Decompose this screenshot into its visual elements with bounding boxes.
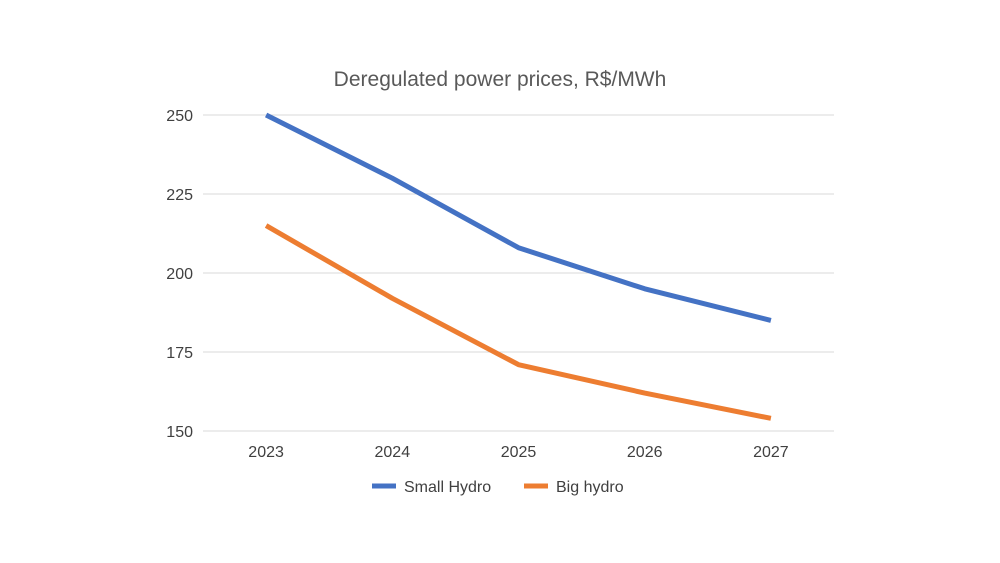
y-tick-label: 150 (166, 424, 193, 441)
x-tick-label: 2025 (501, 444, 537, 461)
gridlines (203, 114, 834, 432)
legend-label: Big hydro (556, 479, 624, 496)
x-tick-label: 2023 (248, 444, 284, 461)
y-tick-label: 250 (166, 108, 193, 125)
legend: Small Hydro Big hydro (372, 479, 624, 496)
y-tick-label: 200 (166, 266, 193, 283)
series-lines (264, 112, 772, 421)
x-tick-label: 2026 (627, 444, 663, 461)
chart-title: Deregulated power prices, R$/MWh (334, 68, 667, 91)
y-tick-label: 175 (166, 345, 193, 362)
x-tick-label: 2027 (753, 444, 789, 461)
x-axis-ticks: 2023 2024 2025 2026 2027 (248, 444, 788, 461)
series-line-big-hydro (264, 223, 772, 421)
series-line-small-hydro (264, 112, 772, 323)
y-axis-ticks: 150 175 200 225 250 (166, 108, 193, 441)
legend-label: Small Hydro (404, 479, 491, 496)
y-tick-label: 225 (166, 187, 193, 204)
x-tick-label: 2024 (375, 444, 411, 461)
